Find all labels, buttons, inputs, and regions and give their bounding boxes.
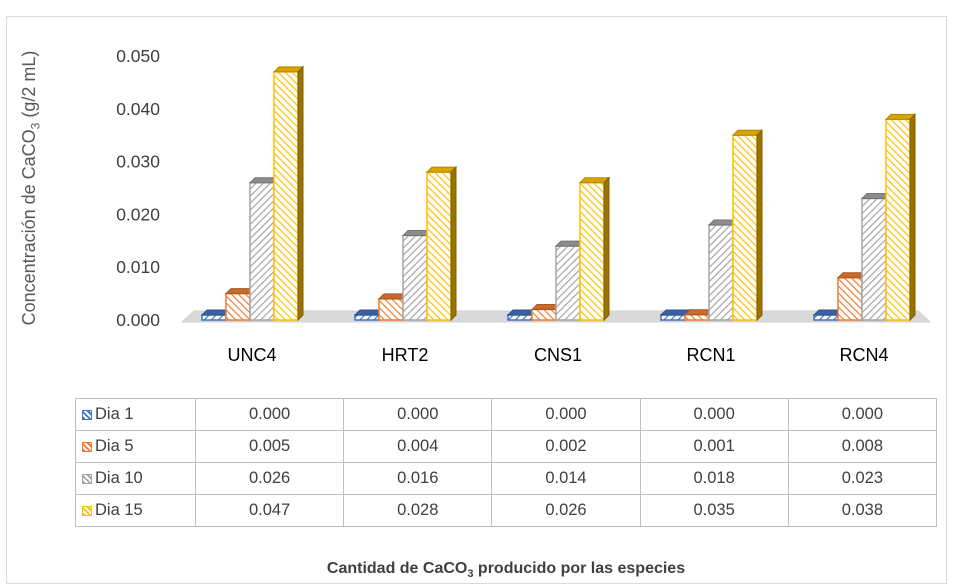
table-cell: 0.035: [639, 494, 789, 527]
bar: [578, 176, 611, 322]
table-cell: 0.047: [194, 494, 345, 527]
series-name: Dia 10: [95, 469, 143, 487]
table-cell: 0.000: [491, 398, 641, 431]
bar-front: [507, 314, 533, 321]
table-row: Dia 5 0.005 0.004 0.002 0.001 0.008: [75, 430, 938, 463]
bar-front: [273, 71, 299, 321]
bar-front: [426, 171, 452, 321]
table-row: Dia 1 0.000 0.000 0.000 0.000 0.000: [75, 398, 938, 431]
legend-entry: Dia 1: [75, 398, 196, 431]
bar-front: [732, 134, 758, 321]
bar-front: [225, 292, 251, 321]
x-category-label: HRT2: [382, 345, 429, 365]
bar-series: [200, 65, 917, 322]
bar-front: [579, 181, 605, 321]
bar-front: [660, 314, 686, 321]
table-row: Dia 15 0.047 0.028 0.026 0.035 0.038: [75, 494, 938, 527]
bar-front: [555, 245, 581, 321]
table-cell: 0.000: [787, 398, 938, 431]
bar-front: [861, 197, 887, 321]
bar-front: [249, 181, 275, 321]
table-cell: 0.018: [639, 462, 789, 495]
table-cell: 0.023: [787, 462, 938, 495]
table-cell: 0.014: [491, 462, 641, 495]
series-name: Dia 15: [95, 501, 143, 519]
series-name: Dia 5: [95, 437, 134, 455]
y-tick-label: 0.020: [116, 204, 160, 224]
table-cell: 0.026: [194, 462, 345, 495]
bar-front: [378, 298, 404, 321]
data-table: Dia 1 0.000 0.000 0.000 0.000 0.000 Dia 5 0.005…: [75, 398, 938, 527]
x-category-label: RCN1: [686, 345, 735, 365]
table-cell: 0.005: [194, 430, 345, 463]
y-axis-title: Concentración de CaCO3 (g/2 mL): [19, 50, 43, 326]
legend-swatch: [82, 474, 92, 484]
bar-side: [297, 65, 304, 322]
bar: [272, 65, 305, 322]
bar-front: [813, 314, 839, 321]
table-cell: 0.000: [343, 398, 493, 431]
table-cell: 0.002: [491, 430, 641, 463]
bar-front: [402, 234, 428, 321]
bar-front: [708, 224, 734, 321]
legend-entry: Dia 10: [75, 462, 196, 495]
bar: [731, 128, 764, 322]
bar: [812, 308, 845, 322]
y-tick-label: 0.010: [116, 257, 160, 277]
bar: [884, 113, 917, 322]
bar-side: [450, 165, 457, 322]
table-cell: 0.000: [194, 398, 345, 431]
bar-front: [531, 308, 557, 321]
legend-entry: Dia 15: [75, 494, 196, 527]
table-cell: 0.016: [343, 462, 493, 495]
y-tick-label: 0.040: [116, 99, 160, 119]
bar: [425, 165, 458, 322]
bar-front: [684, 313, 710, 321]
table-cell: 0.000: [639, 398, 789, 431]
bar-side: [756, 128, 763, 322]
legend-entry: Dia 5: [75, 430, 196, 463]
bar-front: [354, 314, 380, 321]
x-axis-categories: UNC4 HRT2 CNS1 RCN1 RCN4: [227, 345, 888, 365]
y-tick-label: 0.030: [116, 152, 160, 172]
series-name: Dia 1: [95, 405, 134, 423]
bar-side: [603, 176, 610, 322]
table-cell: 0.026: [491, 494, 641, 527]
table-cell: 0.038: [787, 494, 938, 527]
y-tick-label: 0.050: [116, 46, 160, 66]
table-cell: 0.001: [639, 430, 789, 463]
bar-front: [837, 277, 863, 321]
bar-front: [201, 314, 227, 321]
x-axis-title: Cantidad de CaCO3 producido por las espe…: [326, 560, 686, 581]
legend-swatch: [82, 442, 92, 452]
y-tick-label: 0.000: [116, 310, 160, 330]
legend-swatch: [82, 506, 92, 516]
table-cell: 0.008: [787, 430, 938, 463]
x-category-label: UNC4: [227, 345, 276, 365]
bar-side: [909, 113, 916, 322]
y-axis-ticks: 0.000 0.010 0.020 0.030 0.040 0.050: [116, 46, 160, 330]
bar-front: [885, 118, 911, 321]
table-row: Dia 10 0.026 0.016 0.014 0.018 0.023: [75, 462, 938, 495]
table-cell: 0.004: [343, 430, 493, 463]
table-cell: 0.028: [343, 494, 493, 527]
legend-swatch: [82, 410, 92, 420]
x-category-label: RCN4: [839, 345, 888, 365]
x-category-label: CNS1: [534, 345, 582, 365]
